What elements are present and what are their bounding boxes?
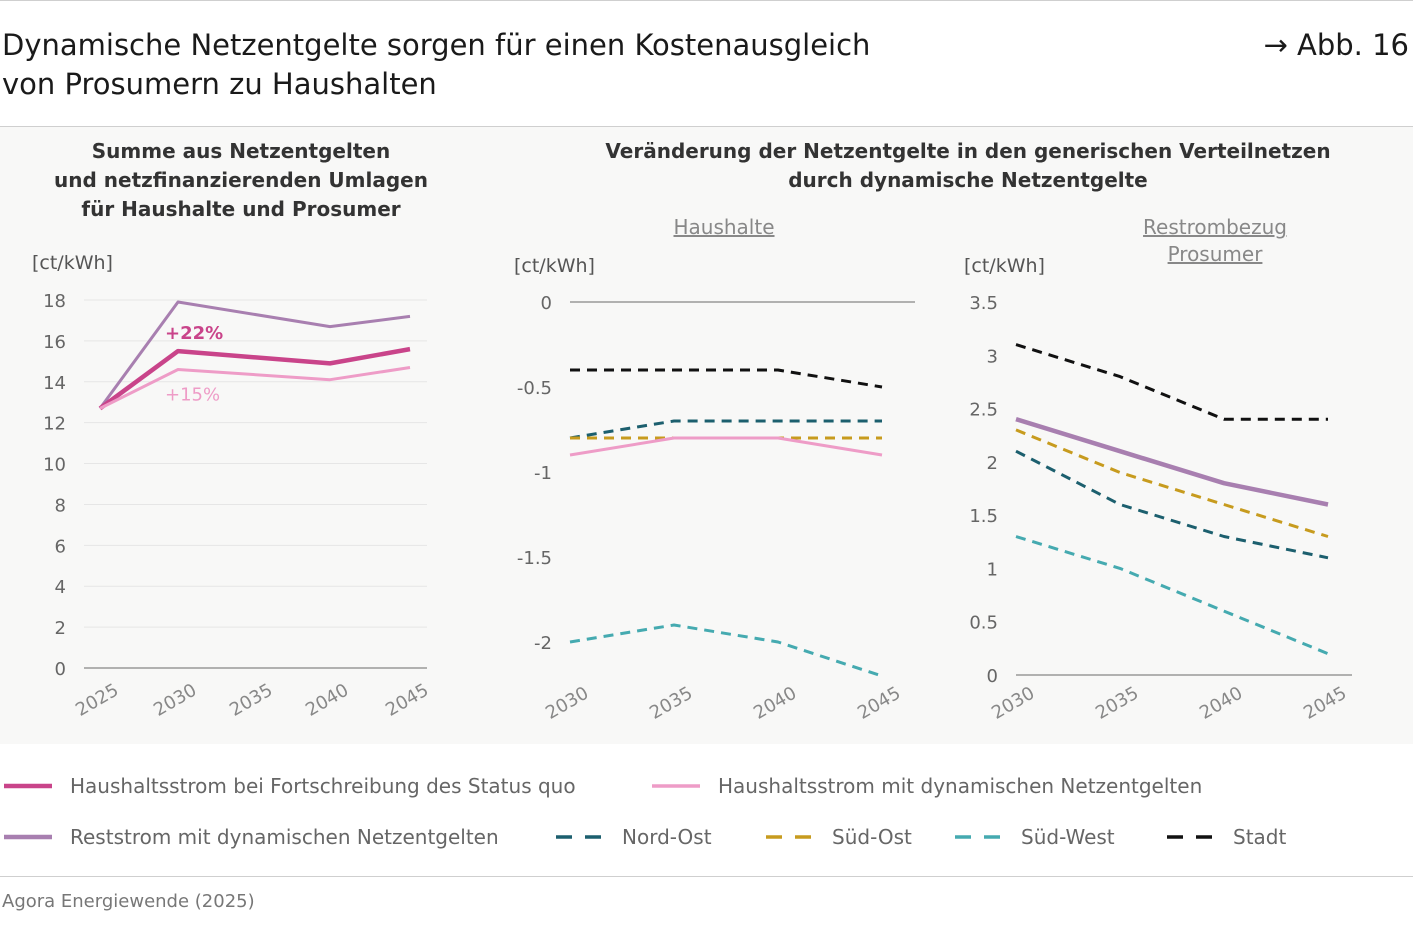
legend-swatch <box>1167 835 1215 839</box>
y-tick-label: 12 <box>43 414 66 435</box>
y-tick-label: 14 <box>43 373 66 394</box>
legend-item-dynamic: Haushaltsstrom mit dynamischen Netzentge… <box>652 774 1202 798</box>
annotation-status-quo: +22% <box>165 323 223 344</box>
y-tick-label: 0 <box>541 293 552 314</box>
top-divider <box>0 0 1413 1</box>
legend-label: Haushaltsstrom bei Fortschreibung des St… <box>70 774 576 798</box>
y-tick-label: -2 <box>534 633 552 654</box>
left-chart-title: Summe aus Netzentgelten und netzfinanzie… <box>40 137 442 224</box>
y-tick-label: 10 <box>43 455 66 476</box>
y-tick-label: 2 <box>55 618 66 639</box>
legend-label: Stadt <box>1233 825 1287 849</box>
legend-swatch <box>766 835 814 839</box>
y-tick-label: 18 <box>43 291 66 312</box>
series-line-sued-west <box>569 623 883 678</box>
legend-swatch <box>955 835 1003 839</box>
series-line-nord-ost <box>569 419 882 440</box>
y-tick-label: 16 <box>43 332 66 353</box>
x-tick-label: 2045 <box>1300 683 1350 724</box>
series-line-sued-west <box>1015 535 1329 656</box>
legend: Haushaltsstrom bei Fortschreibung des St… <box>0 760 1413 870</box>
y-tick-label: 0.5 <box>969 613 998 634</box>
y-tick-label: 3 <box>987 346 998 367</box>
right-title-line-2: durch dynamische Netzentgelte <box>788 168 1148 192</box>
series-line-reststrom <box>1015 417 1329 507</box>
y-tick-label: 0 <box>987 666 998 687</box>
x-tick-label: 2040 <box>1196 683 1246 724</box>
y-tick-label: 1 <box>987 559 998 580</box>
x-tick-label: 2045 <box>854 683 904 724</box>
series-line-reststrom <box>98 300 411 410</box>
legend-label: Süd-West <box>1021 825 1115 849</box>
series-line-status-quo <box>98 346 411 411</box>
chart-3: 0 0.5 1 1.5 2 2.5 3 3.5 2030 2035 2040 2045 <box>969 293 1352 724</box>
y-tick-label: 3.5 <box>969 293 998 314</box>
x-tick-label: 2040 <box>302 680 352 721</box>
y-tick-label: 8 <box>55 495 66 516</box>
x-tick-label: 2025 <box>72 680 122 721</box>
series-line-sued-ost <box>1015 428 1329 538</box>
right-title-line-1: Veränderung der Netzentgelte in den gene… <box>605 139 1331 163</box>
footer-divider <box>0 876 1413 877</box>
subchart-title-prosumer-line-2: Prosumer <box>1167 242 1263 266</box>
left-title-line-1: Summe aus Netzentgelten <box>91 139 391 163</box>
annotation-dynamic: +15% <box>165 385 220 406</box>
y-tick-label: 1.5 <box>969 506 998 527</box>
title-line-1: Dynamische Netzentgelte sorgen für einen… <box>2 28 871 62</box>
legend-label: Nord-Ost <box>622 825 712 849</box>
header-divider <box>0 126 1413 127</box>
right-chart-title: Veränderung der Netzentgelte in den gene… <box>568 137 1368 195</box>
legend-label: Reststrom mit dynamischen Netzentgelten <box>70 825 499 849</box>
subchart-title-prosumer: Restrombezug Prosumer <box>1115 214 1315 268</box>
subchart-title-haushalte: Haushalte <box>673 215 775 239</box>
series-line-stadt <box>570 368 883 389</box>
page-title: Dynamische Netzentgelte sorgen für einen… <box>2 26 1002 104</box>
series-line-nord-ost <box>1015 449 1329 560</box>
x-tick-label: 2045 <box>382 680 432 721</box>
series-line-dynamic <box>99 366 411 410</box>
series-line-stadt <box>1015 343 1328 421</box>
legend-swatch <box>4 834 52 840</box>
left-title-line-3: für Haushalte und Prosumer <box>81 197 401 221</box>
x-tick-label: 2030 <box>542 683 592 724</box>
legend-swatch <box>4 783 52 789</box>
left-title-line-2: und netzfinanzierenden Umlagen <box>54 168 428 192</box>
x-tick-label: 2040 <box>750 683 800 724</box>
subchart-title-prosumer-line-1: Restrombezug <box>1143 215 1287 239</box>
chart-panel-background <box>0 127 1413 744</box>
y-tick-label: 2.5 <box>969 400 998 421</box>
legend-item-reststrom: Reststrom mit dynamischen Netzentgelten <box>4 825 499 849</box>
right-unit-label: [ct/kWh] <box>964 255 1045 277</box>
left-unit-label: [ct/kWh] <box>32 252 113 274</box>
middle-unit-label: [ct/kWh] <box>514 255 595 277</box>
x-tick-label: 2035 <box>226 680 276 721</box>
y-tick-label: 0 <box>55 659 66 680</box>
legend-item-stadt: Stadt <box>1167 825 1286 849</box>
y-tick-label: 2 <box>987 453 998 474</box>
legend-swatch <box>652 784 700 788</box>
source-note: Agora Energiewende (2025) <box>2 891 255 912</box>
legend-swatch <box>556 835 604 839</box>
y-tick-label: -1 <box>534 463 552 484</box>
y-tick-label: 6 <box>55 536 66 557</box>
chart-2: 0 -0.5 -1 -1.5 -2 2030 2035 2040 2045 <box>517 293 915 724</box>
x-tick-label: 2030 <box>150 680 200 721</box>
legend-item-status-quo: Haushaltsstrom bei Fortschreibung des St… <box>4 774 576 798</box>
x-tick-label: 2030 <box>988 683 1038 724</box>
chart-1: 0 2 4 6 8 10 12 14 16 18 2025 2030 2035 2040 2045 +22% +… <box>43 291 432 721</box>
x-tick-label: 2035 <box>646 683 696 724</box>
series-line-dynamic <box>569 436 883 457</box>
y-tick-label: -1.5 <box>517 548 552 569</box>
legend-label: Süd-Ost <box>832 825 912 849</box>
figure-reference: → Abb. 16 <box>1263 28 1409 62</box>
legend-item-sued-ost: Süd-Ost <box>766 825 912 849</box>
legend-item-nord-ost: Nord-Ost <box>556 825 712 849</box>
y-tick-label: -0.5 <box>517 378 552 399</box>
y-tick-label: 4 <box>55 577 66 598</box>
legend-label: Haushaltsstrom mit dynamischen Netzentge… <box>718 774 1203 798</box>
title-line-2: von Prosumern zu Haushalten <box>2 67 437 101</box>
x-tick-label: 2035 <box>1092 683 1142 724</box>
legend-item-sued-west: Süd-West <box>955 825 1115 849</box>
